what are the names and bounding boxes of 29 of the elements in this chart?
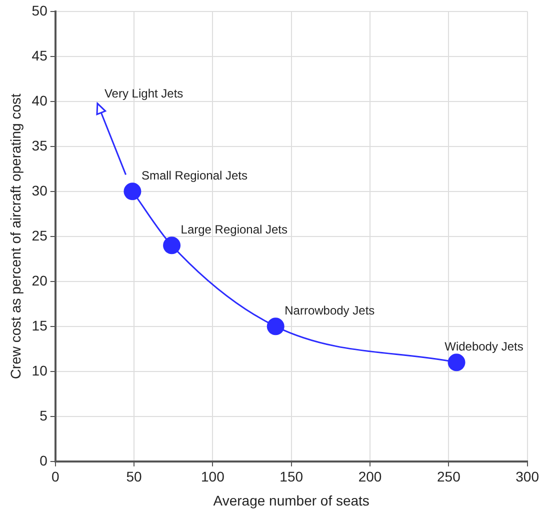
y-tick-label: 45 [32,47,48,64]
x-tick-label: 250 [436,468,461,485]
y-tick-label: 40 [32,92,48,108]
annotation: Widebody Jets [444,339,524,354]
x-tick-label: 100 [201,468,225,485]
x-tick-label: 150 [280,468,304,485]
x-tick-label: 200 [358,468,382,485]
annotation: Very Light Jets [104,86,184,100]
x-tick-label: 50 [126,468,142,485]
point [124,182,142,200]
y-tick-label: 15 [32,317,48,334]
y-tick-label: 5 [40,407,48,424]
y-tick-label: 50 [32,2,48,18]
y-axis-title: Crew cost as percent of aircraft operating cost [7,94,24,380]
annotation: Small Regional Jets [141,168,248,182]
y-tick-label: 35 [32,137,48,154]
annotation: Large Regional Jets [180,222,288,236]
y-tick-label: 30 [32,182,48,198]
x-axis-title: Average number of seats [213,492,370,508]
y-tick-label: 0 [40,452,48,468]
point [448,354,466,372]
y-tick-label: 25 [32,227,48,244]
point [266,318,284,336]
x-tick-label: 0 [51,468,60,485]
y-tick-label: 20 [32,272,48,288]
x-tick-label: 300 [516,468,540,485]
y-tick-label: 10 [32,362,48,378]
point [163,236,181,254]
annotation: Narrowbody Jets [284,303,375,318]
